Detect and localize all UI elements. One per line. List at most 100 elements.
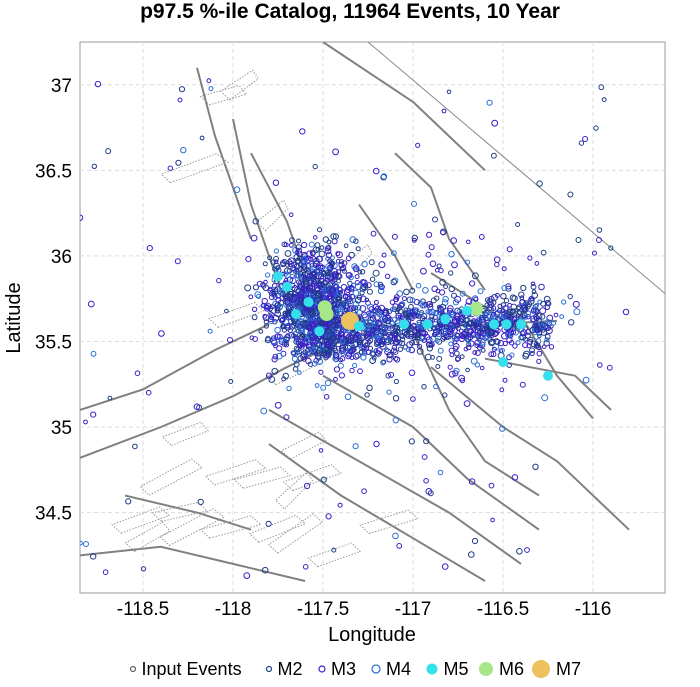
event-point [269,315,275,321]
event-point [379,340,386,348]
event-point [387,351,394,359]
event-point [582,136,589,142]
event-point [464,335,472,342]
event-point [271,335,277,341]
event-point [261,283,267,289]
event-point [167,165,174,171]
event-point [430,325,436,331]
event-point [465,367,470,373]
event-point [493,256,501,264]
event-point [380,173,388,180]
event-point [83,541,89,547]
event-point [325,251,333,259]
event-point [429,260,437,268]
event-point [530,296,535,302]
event-point [248,294,254,300]
event-point [471,327,476,332]
event-point [452,345,459,352]
event-point [400,333,406,339]
event-point [347,332,353,338]
event-point [330,331,336,337]
event-point [421,384,427,390]
event-point [309,333,317,341]
event-point [426,345,433,352]
event-point [322,236,329,243]
event-point [366,339,372,345]
event-point [295,244,302,251]
event-point [491,152,497,159]
event-point [622,308,630,316]
large-event-m5 [314,326,325,337]
event-point [403,331,410,338]
event-point [505,331,512,339]
event-point [285,323,291,329]
event-point [251,314,258,321]
event-point [451,261,458,269]
event-point [396,339,403,346]
event-point [374,350,382,357]
event-point [520,304,527,311]
event-point [352,353,360,360]
event-point [309,310,317,317]
event-point [494,310,501,317]
event-point [295,273,301,279]
large-event-m5 [399,319,409,330]
event-point [337,306,344,313]
legend-label-m7: M7 [556,659,581,679]
event-point [500,302,507,308]
event-point [330,323,337,330]
event-point [582,376,590,384]
event-point [396,543,403,549]
y-tick-label: 36 [51,247,72,268]
event-point [534,342,541,349]
event-point [437,469,444,476]
event-point [543,295,551,303]
event-point [402,344,408,350]
event-point [534,261,540,266]
event-point [330,233,337,240]
event-point [286,385,292,392]
event-point [395,328,400,334]
event-point [372,269,380,277]
event-point [361,488,367,495]
event-point [410,396,416,402]
large-event-m5 [543,370,553,381]
event-point [407,326,412,332]
event-point [320,384,327,391]
event-point [321,350,328,357]
event-point [354,352,361,359]
event-point [470,357,478,365]
event-point [327,293,334,300]
event-point [508,340,515,346]
event-point [462,329,470,337]
event-point [357,269,363,275]
event-point [481,327,487,333]
event-point [453,367,460,375]
event-point [411,307,419,315]
event-point [463,400,471,408]
event-point [333,329,341,337]
event-point [393,294,400,300]
large-event-m5 [462,305,472,316]
event-point [426,231,433,238]
event-point [312,163,318,170]
event-point [366,384,373,391]
event-point [435,288,441,294]
event-point [391,250,397,257]
event-point [338,261,345,269]
event-point [531,289,537,295]
event-point [506,246,513,253]
fault-line [268,443,486,582]
event-point [260,407,268,415]
large-event-m5 [422,319,433,330]
event-point [474,343,480,349]
event-point [567,191,574,198]
event-point [448,251,455,258]
event-point [359,295,367,303]
event-point [338,289,344,295]
event-point [307,343,313,349]
event-point [475,325,482,332]
large-event-m5 [354,321,364,332]
event-point [374,320,382,327]
event-point [370,230,377,237]
